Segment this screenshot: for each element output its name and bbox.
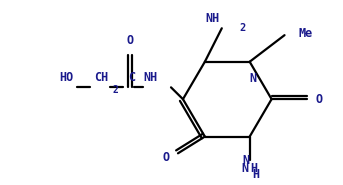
- Text: N: N: [242, 162, 249, 175]
- Text: N: N: [242, 154, 249, 167]
- Text: C: C: [129, 71, 136, 84]
- Text: 2: 2: [112, 85, 118, 95]
- Text: 2: 2: [240, 23, 246, 33]
- Text: N: N: [249, 72, 256, 85]
- Text: O: O: [316, 93, 322, 106]
- Text: CH: CH: [94, 71, 108, 84]
- Text: HO: HO: [59, 71, 74, 84]
- Text: H: H: [250, 162, 257, 175]
- Text: NH: NH: [144, 71, 158, 84]
- Text: Me: Me: [298, 27, 313, 40]
- Text: H: H: [253, 168, 260, 181]
- Text: O: O: [127, 34, 134, 47]
- Text: NH: NH: [205, 12, 220, 25]
- Text: O: O: [163, 151, 170, 164]
